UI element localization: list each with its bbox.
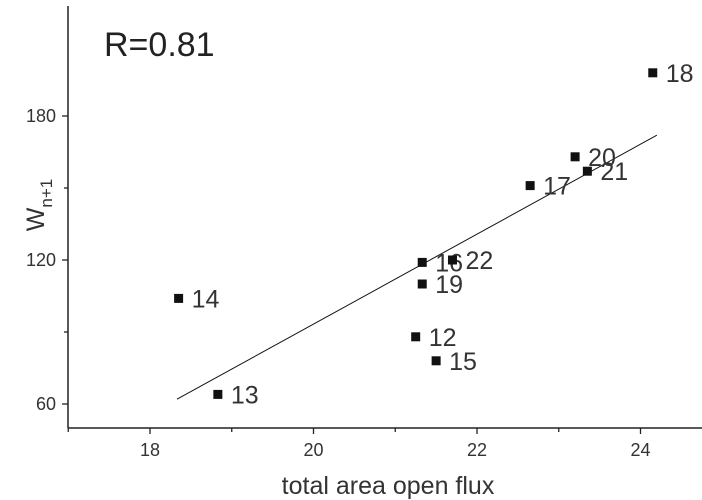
x-tick-label: 18 xyxy=(140,440,160,460)
point-label-18: 18 xyxy=(666,60,694,88)
y-tick-label: 120 xyxy=(26,250,56,270)
point-label-21: 21 xyxy=(600,158,628,186)
data-point-15 xyxy=(431,356,441,366)
point-label-19: 19 xyxy=(435,271,463,299)
data-point-20 xyxy=(570,152,580,162)
correlation-annotation: R=0.81 xyxy=(104,26,215,64)
data-points: 1213141516171819202122 xyxy=(174,60,694,409)
point-label-13: 13 xyxy=(231,381,259,409)
y-tick-label: 180 xyxy=(26,106,56,126)
data-point-18 xyxy=(648,68,658,78)
fit-line xyxy=(176,134,658,400)
data-point-13 xyxy=(213,389,223,399)
data-point-14 xyxy=(174,293,184,303)
data-point-17 xyxy=(525,181,535,191)
data-point-16 xyxy=(417,257,427,267)
point-label-12: 12 xyxy=(429,324,457,352)
x-tick-label: 24 xyxy=(630,440,650,460)
data-point-22 xyxy=(447,255,457,265)
point-label-15: 15 xyxy=(449,348,477,376)
x-axis-title: total area open flux xyxy=(282,472,495,500)
plot-frame xyxy=(67,6,702,429)
data-point-12 xyxy=(411,332,421,342)
y-axis-title-main: W xyxy=(22,207,50,231)
y-axis-title-subscript: n+1 xyxy=(37,179,56,208)
point-label-17: 17 xyxy=(543,173,571,201)
point-label-20: 20 xyxy=(588,144,616,172)
data-point-19 xyxy=(417,279,427,289)
point-label-14: 14 xyxy=(192,285,220,313)
y-tick-label: 60 xyxy=(36,394,56,414)
y-axis-title: Wn+1 xyxy=(22,179,56,231)
point-label-22: 22 xyxy=(465,247,493,275)
x-ticks: 18 20 22 24 xyxy=(67,428,651,460)
y-ticks: 60 120 180 xyxy=(26,106,68,414)
x-tick-label: 20 xyxy=(303,440,323,460)
x-tick-label: 22 xyxy=(467,440,487,460)
data-point-21 xyxy=(582,166,592,176)
